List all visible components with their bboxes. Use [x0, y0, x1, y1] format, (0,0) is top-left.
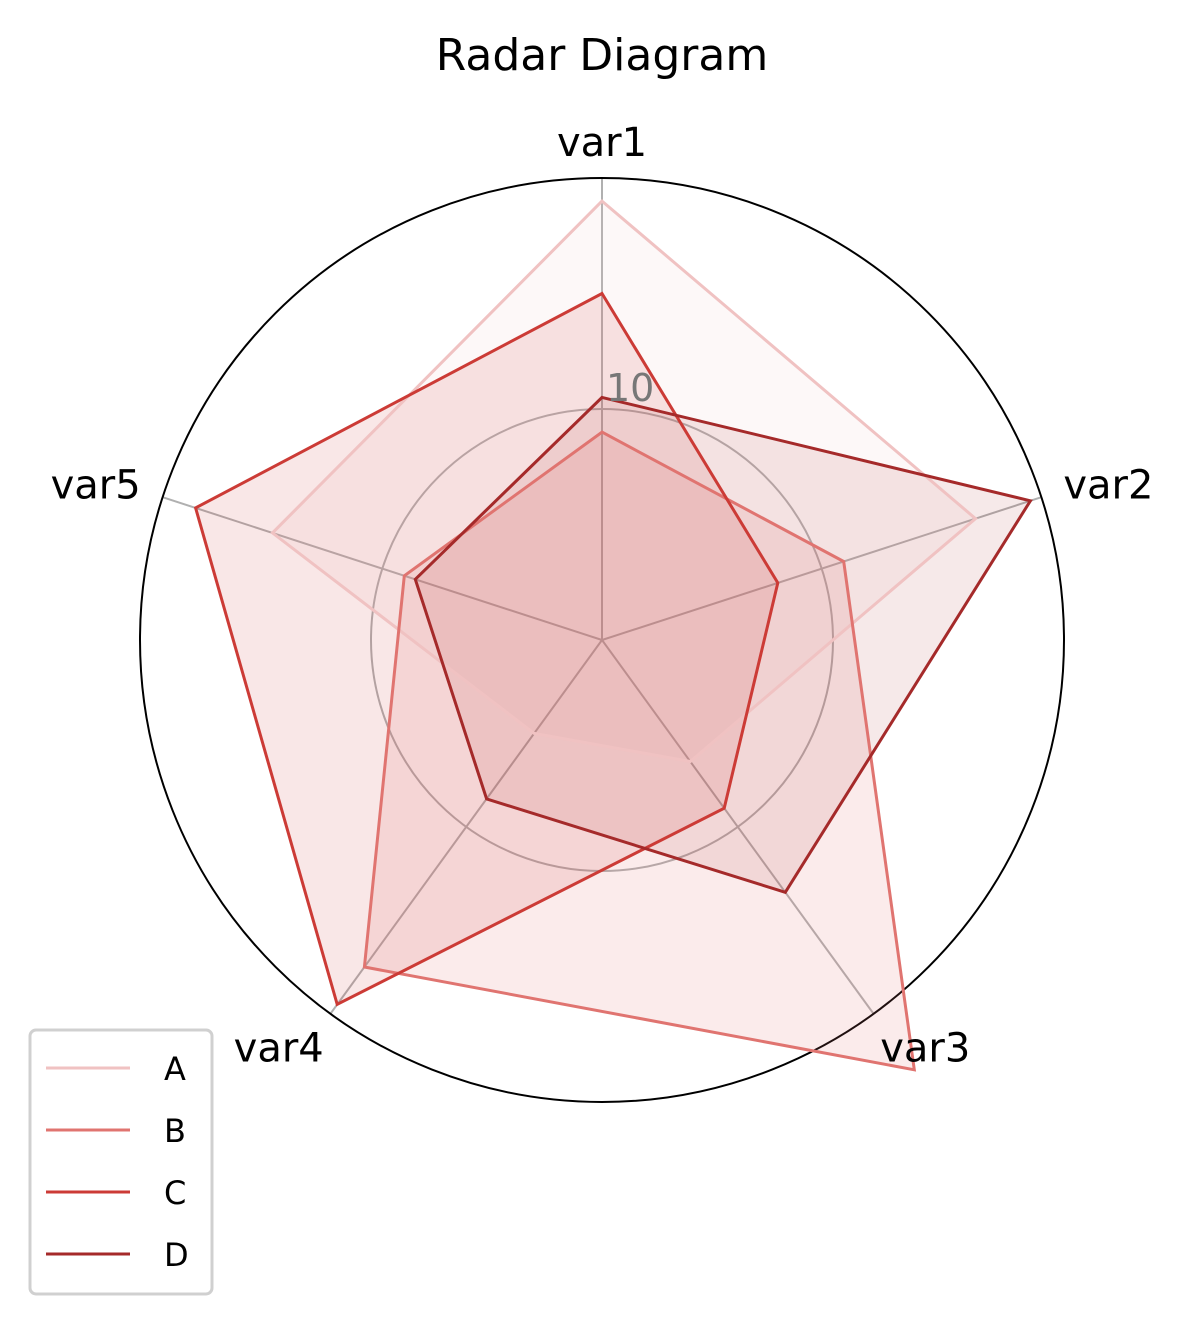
radar-series	[193, 199, 1033, 1072]
legend-label-B: B	[164, 1112, 186, 1150]
series-line-D	[413, 395, 1033, 895]
legend-label-A: A	[164, 1050, 186, 1088]
radar-labels: 10 var1 var2 var3 var4 var5	[51, 120, 1154, 1072]
category-label-var3: var3	[880, 1026, 970, 1072]
category-label-var2: var2	[1063, 462, 1153, 508]
legend-label-D: D	[164, 1236, 189, 1274]
legend-box	[28, 1028, 214, 1296]
series-fill-A	[272, 201, 976, 762]
series-line-B	[362, 430, 917, 1072]
category-label-var4: var4	[234, 1026, 324, 1072]
rtick-label: 10	[606, 366, 654, 410]
series-line-C	[193, 291, 780, 1007]
legend-label-C: C	[164, 1174, 186, 1212]
outer-frame	[139, 177, 1065, 1103]
category-label-var1: var1	[557, 120, 647, 166]
chart-title: Radar Diagram	[436, 30, 768, 81]
series-line-A	[270, 199, 978, 764]
category-label-var5: var5	[51, 462, 141, 508]
series-fill-C	[195, 293, 778, 1005]
series-fill-D	[415, 397, 1031, 893]
